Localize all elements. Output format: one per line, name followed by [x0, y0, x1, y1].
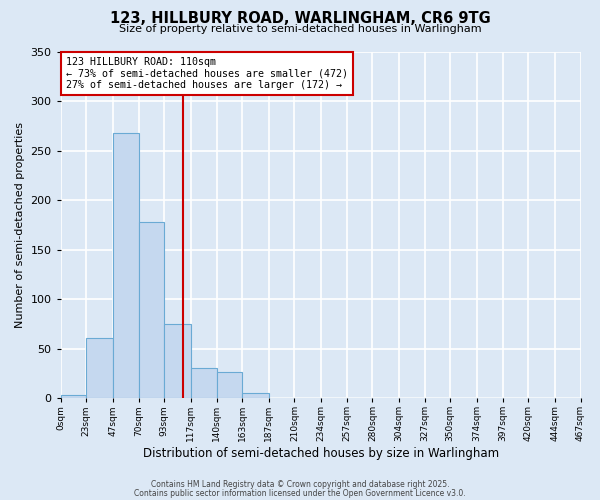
- Bar: [86, 338, 113, 398]
- Bar: [139, 222, 164, 398]
- Text: Contains HM Land Registry data © Crown copyright and database right 2025.: Contains HM Land Registry data © Crown c…: [151, 480, 449, 489]
- Bar: [113, 132, 139, 398]
- Text: 123 HILLBURY ROAD: 110sqm
← 73% of semi-detached houses are smaller (472)
27% of: 123 HILLBURY ROAD: 110sqm ← 73% of semi-…: [66, 56, 348, 90]
- Text: Size of property relative to semi-detached houses in Warlingham: Size of property relative to semi-detach…: [119, 24, 481, 34]
- Y-axis label: Number of semi-detached properties: Number of semi-detached properties: [15, 122, 25, 328]
- Bar: [217, 372, 242, 398]
- Text: 123, HILLBURY ROAD, WARLINGHAM, CR6 9TG: 123, HILLBURY ROAD, WARLINGHAM, CR6 9TG: [110, 11, 490, 26]
- Text: Contains public sector information licensed under the Open Government Licence v3: Contains public sector information licen…: [134, 488, 466, 498]
- Bar: [61, 395, 86, 398]
- Bar: [242, 393, 269, 398]
- Bar: [191, 368, 217, 398]
- Bar: [164, 324, 191, 398]
- X-axis label: Distribution of semi-detached houses by size in Warlingham: Distribution of semi-detached houses by …: [143, 447, 499, 460]
